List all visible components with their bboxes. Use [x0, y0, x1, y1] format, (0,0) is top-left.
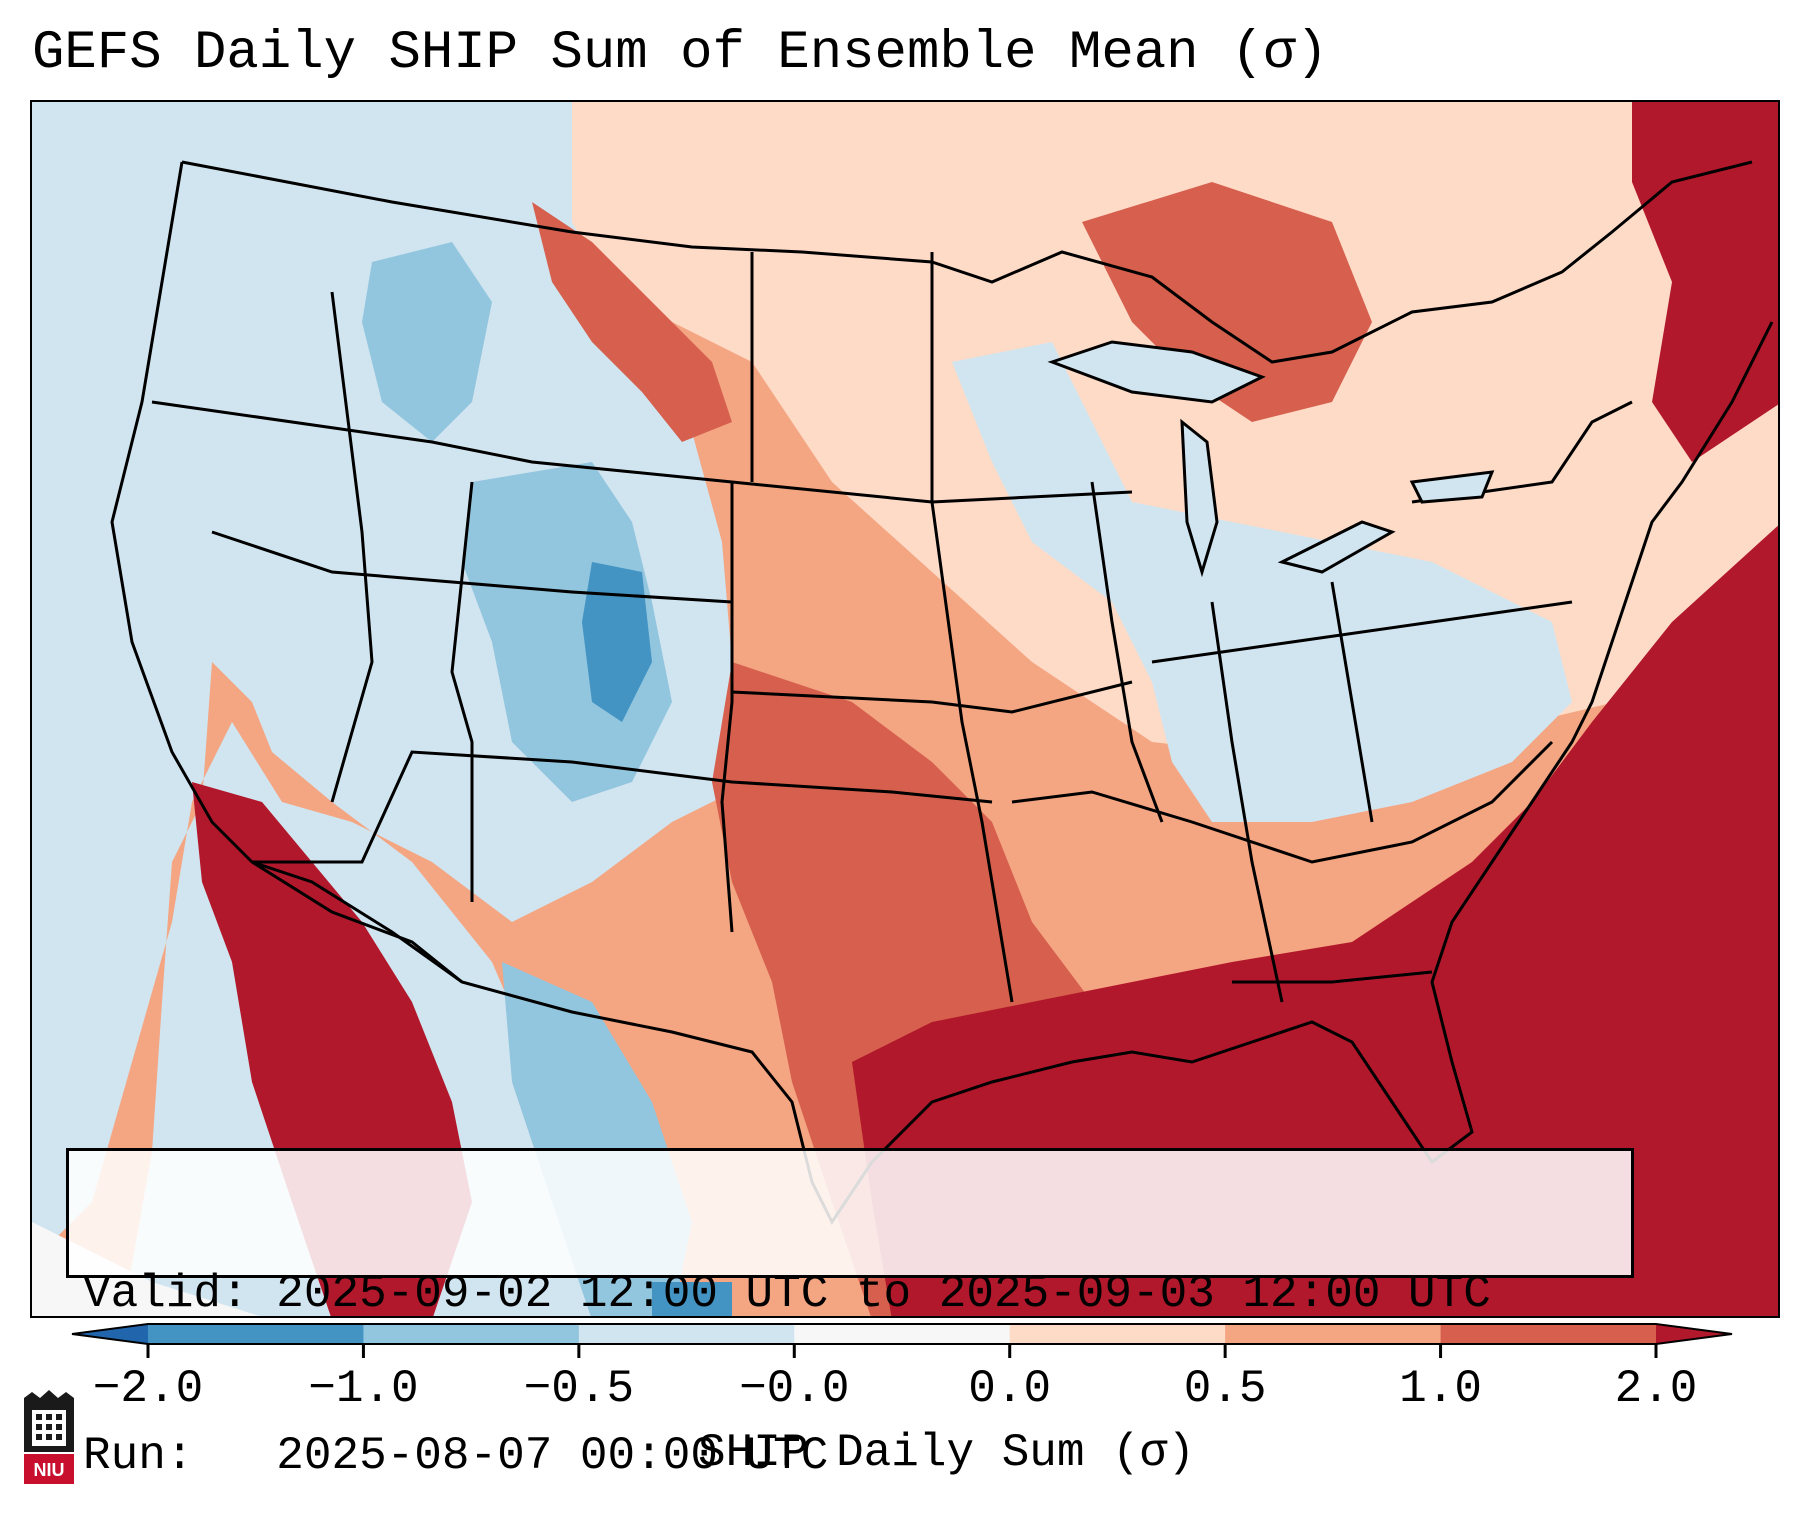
field-map [32, 102, 1778, 1316]
state-line-4 [211, 530, 733, 604]
niu-logo-icon: NIU [24, 1390, 74, 1484]
field-region-strong-rockies [532, 202, 732, 442]
colorbar-tick-label: 0.5 [1183, 1363, 1267, 1415]
colorbar-outline [71, 1323, 1733, 1345]
colorbar-label: SHIP Daily Sum (σ) [698, 1427, 1195, 1479]
great-lakes [1047, 340, 1495, 578]
valid-value: 2025-09-02 12:00 UTC to 2025-09-03 12:00… [276, 1268, 1491, 1320]
colorbar-segment [148, 1324, 364, 1344]
state-line-1 [330, 291, 374, 803]
us-canada-border [181, 160, 1753, 364]
chart-title: GEFS Daily SHIP Sum of Ensemble Mean (σ) [32, 23, 1329, 84]
state-line-16 [1232, 970, 1433, 984]
colorbar-segment [363, 1324, 580, 1344]
colorbar-extend-over [1656, 1324, 1732, 1344]
colorbar-segment [1225, 1324, 1442, 1344]
state-line-9 [930, 252, 1014, 1003]
lake-michigan [1180, 418, 1219, 578]
valid-row: Valid: 2025-09-02 12:00 UTC to 2025-09-0… [83, 1267, 1631, 1321]
field-region-strong-negative [582, 562, 652, 722]
run-value: 2025-08-07 00:00 UTC [276, 1430, 829, 1482]
lake-ontario [1409, 470, 1495, 504]
colorbar-tick-label: −0.0 [739, 1363, 850, 1415]
state-line-2 [151, 400, 1133, 504]
field-region-strong-negative-south [652, 1282, 732, 1316]
valid-label: Valid: [83, 1268, 249, 1320]
valid-run-box: Valid: 2025-09-02 12:00 UTC to 2025-09-0… [66, 1148, 1634, 1482]
field-region-neutral [32, 1222, 260, 1316]
state-line-14 [1151, 600, 1573, 664]
state-line-5 [252, 750, 993, 864]
state-line-3 [450, 481, 474, 902]
field-region-very-strong-positive [852, 525, 1778, 1316]
west-coast [110, 161, 254, 864]
lake-erie [1277, 520, 1396, 574]
logo-text: NIU [34, 1460, 65, 1480]
lake-superior [1047, 340, 1266, 404]
field-region-negative-ohio [952, 342, 1572, 822]
run-row: Run: 2025-08-07 00:00 UTC [83, 1429, 1631, 1483]
map-panel [30, 100, 1780, 1318]
colorbar-tick-label: −2.0 [92, 1363, 204, 1415]
colorbar-segment [1440, 1324, 1657, 1344]
colorbar-tick-label: 0.0 [968, 1363, 1052, 1415]
state-line-11 [1090, 481, 1164, 823]
field-region-negative-idaho [362, 242, 492, 442]
colorbar-tick-label: 2.0 [1614, 1363, 1698, 1415]
colorbar-extend-under [72, 1324, 148, 1344]
colorbar-tick-label: 1.0 [1399, 1363, 1482, 1415]
colorbar [71, 1323, 1733, 1358]
field-region-very-strong-ne [1632, 102, 1778, 462]
state-line-12 [1210, 601, 1284, 1003]
colorbar-segment [578, 1324, 795, 1344]
colorbar-tick-label: −1.0 [308, 1363, 419, 1415]
state-line-13 [1330, 581, 1374, 823]
state-line-6 [720, 482, 734, 933]
run-label: Run: [83, 1430, 194, 1482]
state-line-7 [731, 680, 1133, 714]
mexico-border [251, 860, 463, 984]
colorbar-segment [1009, 1324, 1226, 1344]
state-line-10 [1011, 740, 1554, 864]
gulf-coast [251, 321, 1774, 1225]
colorbar-tick-label: −0.5 [523, 1363, 635, 1415]
colorbar-segment [794, 1324, 1011, 1344]
field-region-strong-north [1082, 182, 1372, 422]
